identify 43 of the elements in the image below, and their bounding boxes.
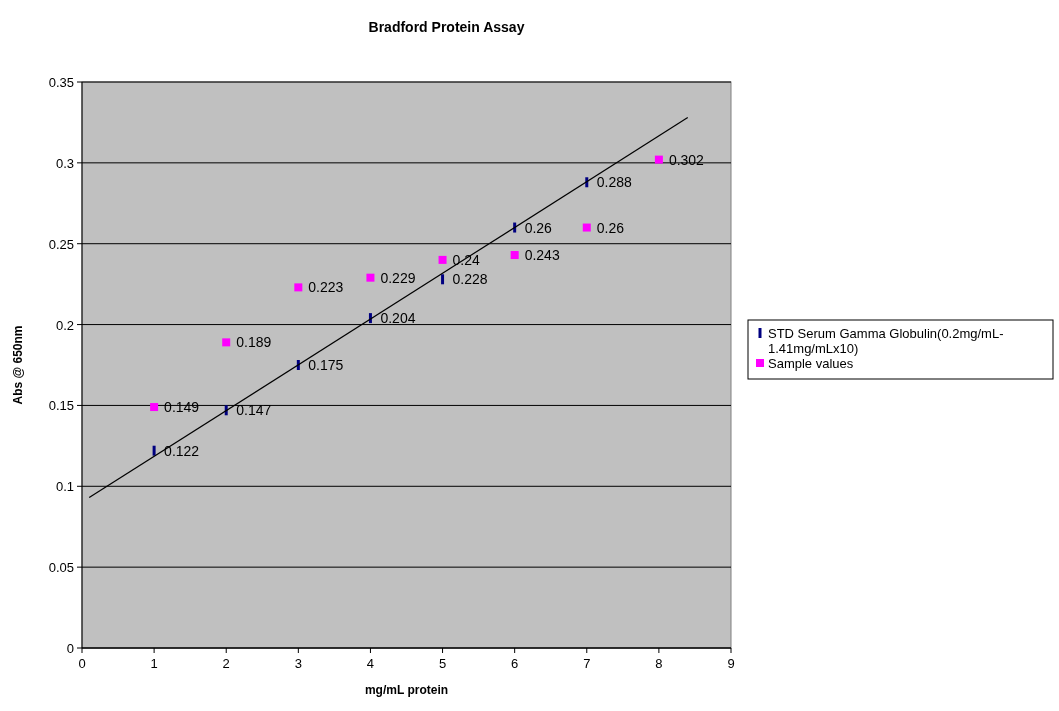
x-tick-label: 2 bbox=[222, 656, 230, 671]
x-tick-label: 5 bbox=[438, 656, 447, 671]
y-tick-label: 0.2 bbox=[55, 317, 74, 333]
data-label: 0.243 bbox=[524, 247, 560, 264]
x-tick-label: 4 bbox=[366, 656, 375, 671]
y-tick-label: 0.1 bbox=[55, 479, 74, 495]
data-label: 0.147 bbox=[236, 402, 272, 419]
data-label: 0.223 bbox=[308, 279, 344, 296]
legend-label: Sample values bbox=[768, 356, 854, 371]
data-label: 0.189 bbox=[236, 334, 272, 351]
point bbox=[150, 403, 159, 412]
y-tick-label: 0.3 bbox=[55, 155, 74, 171]
x-tick-label: 0 bbox=[78, 656, 86, 671]
point bbox=[222, 338, 231, 347]
data-label: 0.26 bbox=[596, 219, 625, 236]
point bbox=[294, 283, 303, 292]
x-tick-label: 7 bbox=[583, 656, 591, 671]
point bbox=[438, 255, 447, 264]
data-label: 0.288 bbox=[596, 174, 633, 191]
legend-label: STD Serum Gamma Globulin(0.2mg/mL-1.41mg/mLx10) bbox=[768, 326, 1004, 356]
y-axis-title: Abs @ 650nm bbox=[11, 325, 25, 405]
y-tick-label: 0.05 bbox=[48, 560, 74, 576]
y-tick-label: 0.35 bbox=[48, 75, 74, 90]
point bbox=[510, 251, 519, 260]
data-label: 0.204 bbox=[380, 310, 416, 327]
x-tick-label: 9 bbox=[727, 656, 735, 671]
x-axis-title: mg/mL protein bbox=[364, 683, 449, 697]
y-tick-label: 0.25 bbox=[48, 236, 74, 252]
point bbox=[654, 155, 663, 164]
point bbox=[582, 223, 591, 232]
x-tick-label: 8 bbox=[655, 656, 663, 671]
data-label: 0.229 bbox=[380, 269, 416, 286]
data-label: 0.228 bbox=[452, 271, 488, 288]
data-label: 0.26 bbox=[524, 219, 553, 236]
data-label: 0.175 bbox=[308, 357, 344, 373]
chart-title: Bradford Protein Assay bbox=[368, 19, 525, 35]
y-tick-label: 0.15 bbox=[48, 398, 74, 414]
x-tick-label: 3 bbox=[294, 656, 302, 671]
x-tick-label: 6 bbox=[511, 656, 519, 671]
data-label: 0.122 bbox=[164, 442, 200, 459]
x-tick-label: 1 bbox=[150, 656, 158, 671]
point bbox=[366, 273, 375, 282]
y-tick-label: 0 bbox=[66, 641, 74, 656]
